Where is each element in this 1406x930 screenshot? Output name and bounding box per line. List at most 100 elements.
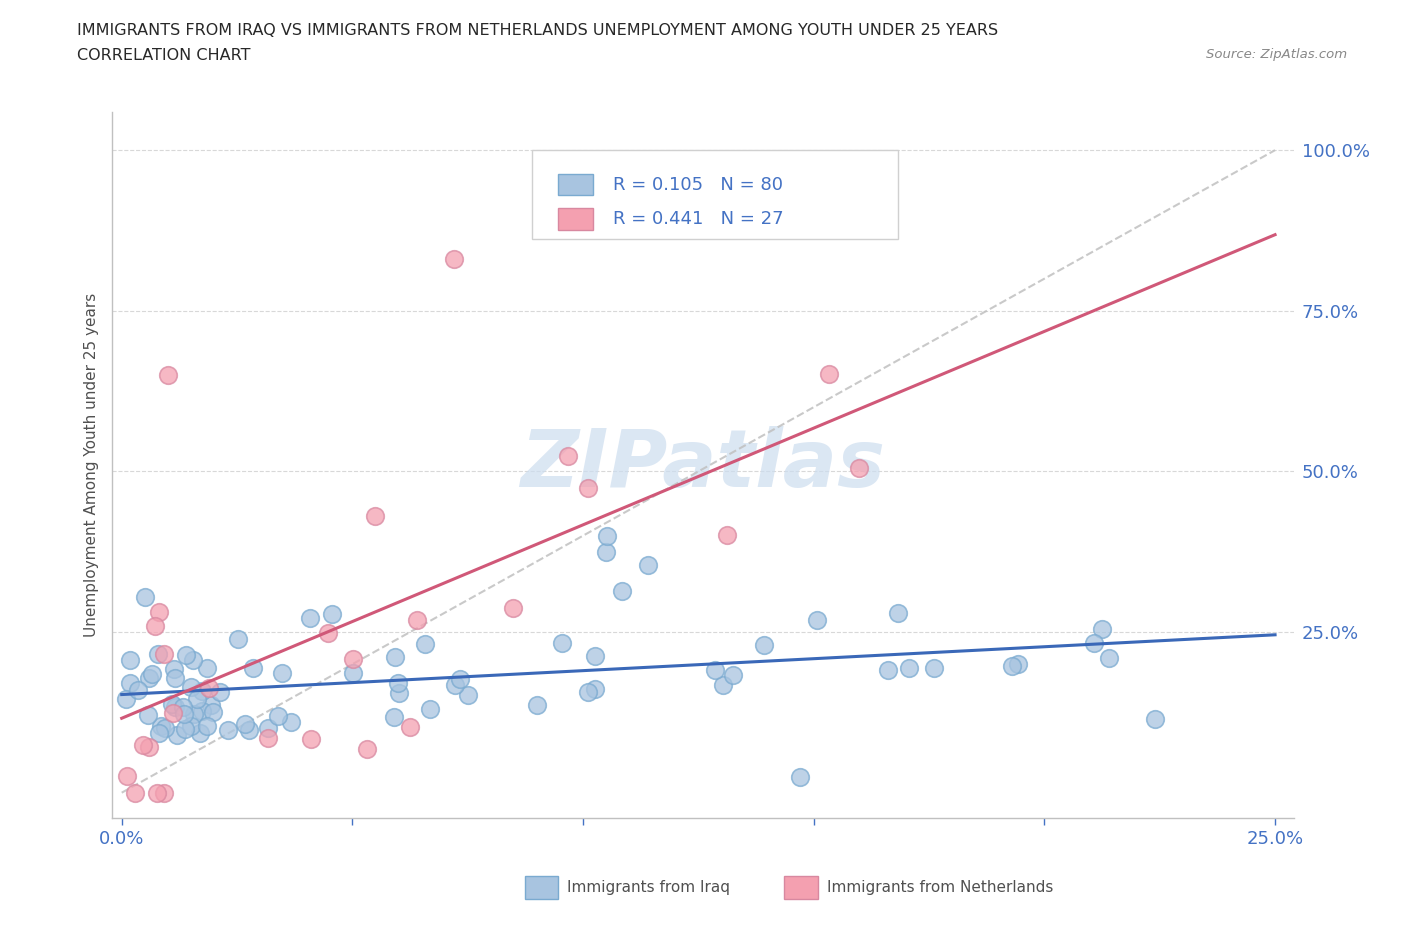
Point	[138, 671, 160, 685]
Point	[173, 706, 195, 721]
Point	[576, 684, 599, 699]
Point	[384, 649, 406, 664]
Point	[233, 716, 256, 731]
Point	[342, 651, 364, 666]
Point	[848, 461, 870, 476]
Point	[610, 583, 633, 598]
Point	[156, 367, 179, 382]
Point	[551, 636, 574, 651]
Point	[578, 481, 600, 496]
Text: ZIPatlas: ZIPatlas	[520, 426, 886, 504]
Point	[149, 718, 172, 733]
Point	[208, 684, 231, 699]
Point	[183, 707, 205, 722]
Point	[752, 638, 775, 653]
Point	[217, 723, 239, 737]
Point	[1091, 621, 1114, 636]
Point	[413, 636, 436, 651]
Point	[557, 449, 579, 464]
Point	[134, 590, 156, 604]
FancyBboxPatch shape	[558, 174, 593, 195]
Point	[160, 697, 183, 711]
Point	[180, 679, 202, 694]
Point	[148, 725, 170, 740]
Y-axis label: Unemployment Among Youth under 25 years: Unemployment Among Youth under 25 years	[84, 293, 100, 637]
Point	[146, 785, 169, 800]
FancyBboxPatch shape	[785, 876, 817, 899]
Point	[120, 675, 142, 690]
Point	[226, 631, 249, 646]
Point	[242, 660, 264, 675]
Point	[141, 667, 163, 682]
Point	[526, 698, 548, 712]
Point	[186, 692, 208, 707]
Point	[704, 663, 727, 678]
Point	[1083, 635, 1105, 650]
Point	[115, 768, 138, 783]
Point	[723, 667, 745, 682]
Point	[443, 252, 465, 267]
Point	[257, 721, 280, 736]
FancyBboxPatch shape	[524, 876, 558, 899]
Point	[181, 653, 204, 668]
Point	[153, 720, 176, 735]
Point	[280, 714, 302, 729]
Point	[152, 785, 174, 800]
Point	[197, 681, 219, 696]
Point	[502, 600, 524, 615]
Point	[583, 682, 606, 697]
Point	[711, 677, 734, 692]
Point	[897, 661, 920, 676]
Point	[165, 671, 187, 685]
Point	[195, 660, 218, 675]
Point	[174, 722, 197, 737]
FancyBboxPatch shape	[558, 208, 593, 230]
Point	[162, 705, 184, 720]
FancyBboxPatch shape	[531, 151, 898, 239]
Point	[388, 685, 411, 700]
Point	[146, 646, 169, 661]
Text: Immigrants from Netherlands: Immigrants from Netherlands	[827, 880, 1053, 896]
Point	[419, 702, 441, 717]
Point	[172, 699, 194, 714]
Point	[789, 769, 811, 784]
Point	[138, 740, 160, 755]
Point	[356, 741, 378, 756]
Point	[148, 604, 170, 619]
Point	[256, 730, 278, 745]
Point	[180, 718, 202, 733]
Point	[165, 699, 187, 714]
Point	[200, 698, 222, 712]
Point	[266, 709, 288, 724]
Point	[166, 727, 188, 742]
Point	[1098, 651, 1121, 666]
Point	[364, 509, 387, 524]
Point	[316, 625, 339, 640]
Point	[444, 677, 467, 692]
Point	[406, 612, 429, 627]
Point	[190, 684, 212, 698]
Text: CORRELATION CHART: CORRELATION CHART	[77, 48, 250, 63]
Text: Source: ZipAtlas.com: Source: ZipAtlas.com	[1206, 48, 1347, 61]
Point	[818, 366, 841, 381]
Point	[595, 544, 617, 559]
Text: R = 0.441   N = 27: R = 0.441 N = 27	[613, 210, 785, 228]
Point	[124, 785, 146, 800]
Point	[583, 648, 606, 663]
Point	[922, 660, 945, 675]
Point	[449, 671, 471, 686]
Point	[127, 683, 149, 698]
Point	[716, 528, 738, 543]
Point	[115, 692, 138, 707]
Point	[887, 605, 910, 620]
Point	[321, 606, 343, 621]
Point	[1001, 658, 1024, 673]
Point	[342, 666, 364, 681]
Point	[387, 675, 409, 690]
Point	[596, 528, 619, 543]
Point	[382, 710, 405, 724]
Point	[1007, 657, 1029, 671]
Point	[1144, 711, 1167, 726]
Point	[163, 661, 186, 676]
Point	[191, 703, 214, 718]
